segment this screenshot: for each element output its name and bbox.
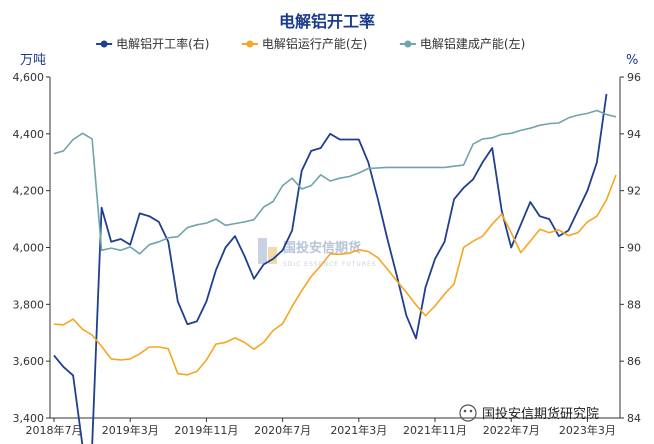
right-tick-label: 90 bbox=[627, 242, 641, 255]
legend-swatch-marker bbox=[404, 40, 412, 48]
chart-title: 电解铝开工率 bbox=[279, 12, 375, 31]
left-tick-label: 4,000 bbox=[13, 242, 45, 255]
right-tick-label: 88 bbox=[627, 298, 641, 311]
brand-footer: 国投安信期货研究院 bbox=[459, 404, 599, 422]
x-tick-label: 2018年7月 bbox=[26, 423, 83, 437]
right-tick-label: 84 bbox=[627, 412, 641, 425]
x-tick-label: 2020年7月 bbox=[254, 423, 311, 437]
legend: 电解铝开工率(右) 电解铝运行产能(左) 电解铝建成产能(左) bbox=[96, 36, 525, 51]
legend-label: 电解铝开工率(右) bbox=[116, 36, 209, 51]
wechat-icon bbox=[459, 404, 477, 422]
watermark-logo-bar bbox=[258, 238, 267, 264]
right-tick-label: 92 bbox=[627, 185, 641, 198]
brand-text: 国投安信期货研究院 bbox=[482, 406, 599, 422]
x-tick-label: 2023年3月 bbox=[559, 423, 616, 437]
left-tick-label: 4,400 bbox=[13, 128, 45, 141]
legend-label: 电解铝运行产能(左) bbox=[262, 36, 367, 51]
watermark: 国投安信期货 SDIC ESSENCE FUTURES bbox=[258, 238, 377, 268]
right-tick-label: 86 bbox=[627, 355, 641, 368]
series-line-2 bbox=[53, 174, 617, 376]
legend-label: 电解铝建成产能(左) bbox=[420, 36, 525, 51]
legend-swatch-marker bbox=[246, 40, 254, 48]
left-axis-unit: 万吨 bbox=[20, 53, 46, 68]
left-tick-label: 4,200 bbox=[13, 185, 45, 198]
watermark-subtext: SDIC ESSENCE FUTURES bbox=[283, 261, 377, 268]
x-tick-label: 2019年3月 bbox=[102, 423, 159, 437]
series-group bbox=[53, 93, 617, 444]
left-tick-label: 3,400 bbox=[13, 412, 45, 425]
wechat-icon-dot bbox=[463, 409, 467, 413]
right-tick-label: 94 bbox=[627, 128, 641, 141]
axes: 3,400 3,600 3,800 4,000 4,200 4,400 4,600 84 86 8… bbox=[13, 71, 642, 437]
right-axis-unit: % bbox=[626, 53, 638, 68]
wechat-icon-dot bbox=[469, 409, 473, 413]
x-tick-label: 2021年3月 bbox=[330, 423, 387, 437]
legend-swatch-marker bbox=[100, 40, 108, 48]
x-tick-label: 2021年11月 bbox=[403, 423, 467, 437]
watermark-logo-bar bbox=[268, 247, 277, 264]
left-tick-label: 3,600 bbox=[13, 355, 45, 368]
left-tick-label: 4,600 bbox=[13, 71, 45, 84]
left-tick-label: 3,800 bbox=[13, 298, 45, 311]
right-tick-label: 96 bbox=[627, 71, 641, 84]
series-line-3 bbox=[53, 109, 617, 255]
x-tick-label: 2022年7月 bbox=[483, 423, 540, 437]
x-tick-label: 2019年11月 bbox=[174, 423, 238, 437]
watermark-text: 国投安信期货 bbox=[283, 240, 361, 256]
series-line-1 bbox=[53, 93, 608, 444]
